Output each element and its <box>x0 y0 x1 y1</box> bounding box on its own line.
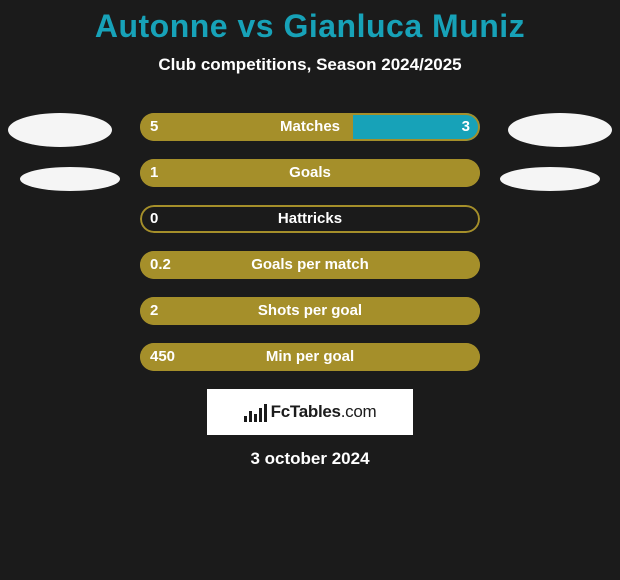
fctables-logo: FcTables.com <box>207 389 413 435</box>
stat-row: 0Hattricks <box>0 205 620 233</box>
logo-bars-icon <box>244 402 267 422</box>
stat-row: 0.2Goals per match <box>0 251 620 279</box>
stat-rows: 53Matches 1Goals 0Hattricks 0.2Goals per ma… <box>0 113 620 371</box>
stat-row: 53Matches <box>0 113 620 141</box>
player2-name: Gianluca Muniz <box>283 8 525 44</box>
stat-label: Goals <box>140 159 480 187</box>
stat-label: Matches <box>140 113 480 141</box>
logo-text-main: FcTables <box>271 402 341 421</box>
page-title: Autonne vs Gianluca Muniz <box>0 0 620 45</box>
stat-label: Min per goal <box>140 343 480 371</box>
date-label: 3 october 2024 <box>0 449 620 469</box>
comparison-card: Autonne vs Gianluca Muniz Club competiti… <box>0 0 620 580</box>
player1-name: Autonne <box>95 8 228 44</box>
stat-label: Shots per goal <box>140 297 480 325</box>
stat-label: Hattricks <box>140 205 480 233</box>
comparison-chart: 53Matches 1Goals 0Hattricks 0.2Goals per ma… <box>0 113 620 371</box>
logo-text: FcTables.com <box>271 402 377 422</box>
logo-text-domain: .com <box>341 402 377 421</box>
stat-row: 2Shots per goal <box>0 297 620 325</box>
title-vs: vs <box>228 8 283 44</box>
stat-label: Goals per match <box>140 251 480 279</box>
subtitle: Club competitions, Season 2024/2025 <box>0 55 620 75</box>
stat-row: 450Min per goal <box>0 343 620 371</box>
stat-row: 1Goals <box>0 159 620 187</box>
